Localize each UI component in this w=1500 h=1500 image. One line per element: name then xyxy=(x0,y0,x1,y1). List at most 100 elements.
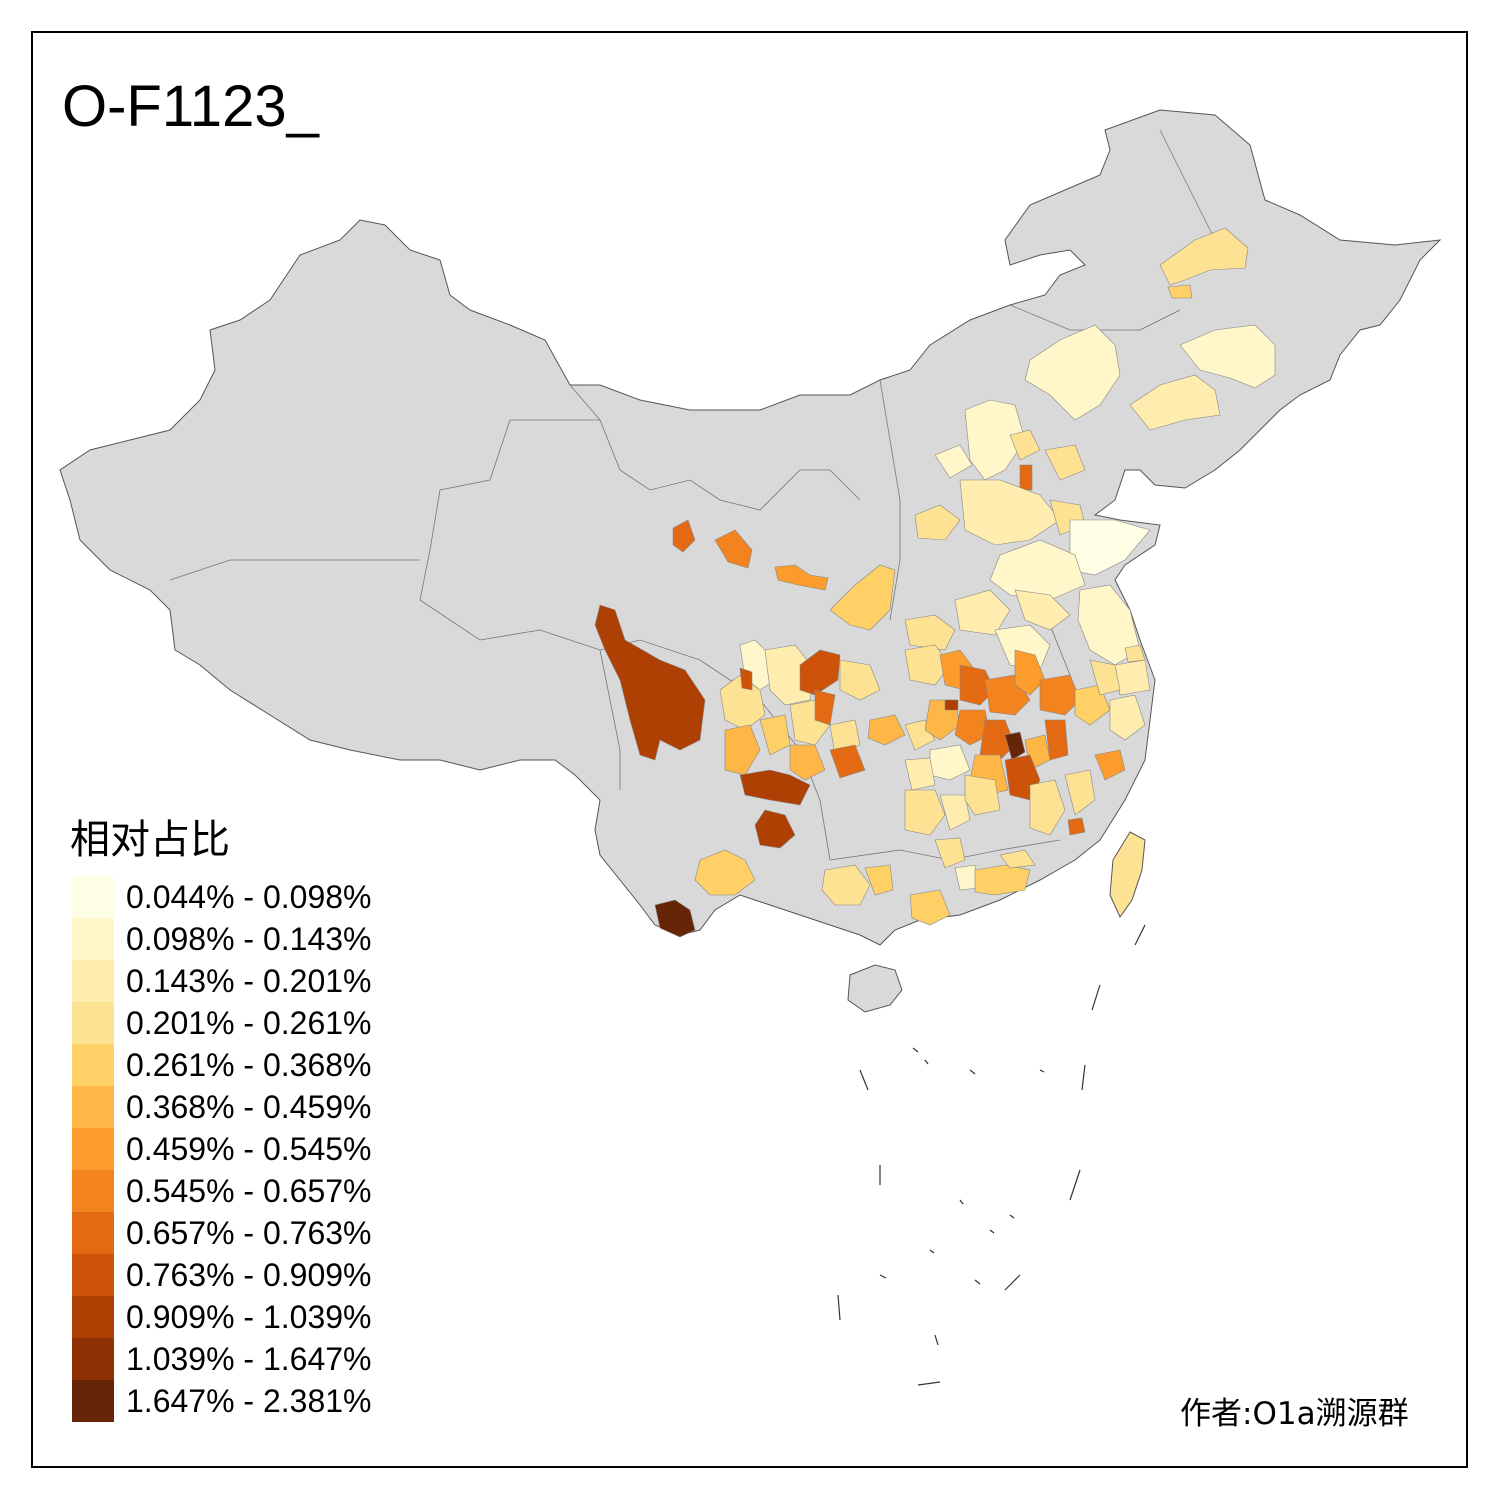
region xyxy=(909,889,951,926)
legend-label: 1.039% - 1.647% xyxy=(126,1341,372,1377)
region xyxy=(1074,684,1111,726)
region xyxy=(964,774,1001,816)
region xyxy=(672,519,696,553)
legend-swatch xyxy=(72,1380,114,1422)
legend-item: 0.044% - 0.098% xyxy=(70,876,372,918)
region xyxy=(1089,659,1121,696)
legend-swatch xyxy=(72,876,114,918)
legend-item: 0.261% - 0.368% xyxy=(70,1044,372,1086)
page-title: O-F1123_ xyxy=(62,74,319,139)
legend-swatch xyxy=(72,1170,114,1212)
legend-items: 0.044% - 0.098% 0.098% - 0.143% 0.143% -… xyxy=(70,876,372,1422)
region xyxy=(979,719,1016,761)
colored-regions xyxy=(594,227,1276,938)
legend-swatch xyxy=(72,1128,114,1170)
legend-item: 0.909% - 1.039% xyxy=(70,1296,372,1338)
legend-label: 0.459% - 0.545% xyxy=(126,1131,372,1167)
region xyxy=(1179,324,1276,389)
legend-item: 0.657% - 0.763% xyxy=(70,1212,372,1254)
region xyxy=(904,614,956,651)
legend-label: 0.044% - 0.098% xyxy=(126,879,372,915)
legend-item: 0.545% - 0.657% xyxy=(70,1170,372,1212)
region xyxy=(1014,589,1071,631)
legend-item: 1.039% - 1.647% xyxy=(70,1338,372,1380)
region xyxy=(999,849,1036,869)
legend-swatch xyxy=(72,1044,114,1086)
legend-label: 0.098% - 0.143% xyxy=(126,921,372,957)
legend-swatch xyxy=(72,1002,114,1044)
region xyxy=(1129,374,1221,431)
region xyxy=(934,444,973,479)
legend-item: 0.098% - 0.143% xyxy=(70,918,372,960)
author-credit: 作者:O1a溯源群 xyxy=(1180,1396,1409,1432)
region xyxy=(654,899,696,938)
legend-item: 0.459% - 0.545% xyxy=(70,1128,372,1170)
region xyxy=(1044,719,1069,761)
region xyxy=(739,769,811,806)
region xyxy=(774,564,829,591)
legend-label: 0.909% - 1.039% xyxy=(126,1299,372,1335)
legend-swatch xyxy=(72,960,114,1002)
legend-label: 0.201% - 0.261% xyxy=(126,1005,372,1041)
region xyxy=(904,757,936,791)
region xyxy=(939,794,971,831)
region xyxy=(1044,444,1086,481)
region xyxy=(739,667,753,691)
region xyxy=(724,724,761,776)
legend: 相对占比 0.044% - 0.098% 0.098% - 0.143% 0.1… xyxy=(70,817,372,1422)
legend-item: 0.143% - 0.201% xyxy=(70,960,372,1002)
region xyxy=(914,504,961,541)
region xyxy=(954,709,991,746)
region xyxy=(799,649,841,696)
region xyxy=(829,744,866,779)
region xyxy=(944,699,959,711)
legend-item: 1.647% - 2.381% xyxy=(70,1380,372,1422)
legend-swatch xyxy=(72,1254,114,1296)
region xyxy=(694,849,756,896)
region xyxy=(714,529,753,569)
region xyxy=(1009,429,1041,461)
legend-swatch xyxy=(72,1212,114,1254)
region xyxy=(1004,731,1026,761)
region xyxy=(904,789,946,836)
legend-item: 0.763% - 0.909% xyxy=(70,1254,372,1296)
legend-label: 0.143% - 0.201% xyxy=(126,963,372,999)
region xyxy=(1109,694,1146,741)
legend-label: 0.368% - 0.459% xyxy=(126,1089,372,1125)
region xyxy=(1029,779,1066,836)
region xyxy=(1019,464,1033,491)
region xyxy=(1167,284,1193,299)
legend-swatch xyxy=(72,1086,114,1128)
region xyxy=(1039,674,1081,716)
region xyxy=(1124,644,1146,663)
region xyxy=(789,744,826,781)
south-sea-islands xyxy=(837,924,1146,1386)
legend-title: 相对占比 xyxy=(70,817,230,863)
region xyxy=(1014,649,1046,696)
region xyxy=(1024,324,1121,421)
legend-item: 0.368% - 0.459% xyxy=(70,1086,372,1128)
region xyxy=(1064,769,1096,816)
legend-label: 1.647% - 2.381% xyxy=(126,1383,372,1419)
taiwan-island xyxy=(1109,831,1146,919)
region xyxy=(829,564,896,631)
map-frame xyxy=(31,31,1468,1468)
region xyxy=(959,479,1061,546)
legend-label: 0.763% - 0.909% xyxy=(126,1257,372,1293)
region xyxy=(754,809,796,849)
region xyxy=(867,714,906,746)
legend-swatch xyxy=(72,1296,114,1338)
legend-swatch xyxy=(72,918,114,960)
region xyxy=(964,399,1026,481)
region xyxy=(974,864,1031,896)
region xyxy=(839,659,881,701)
legend-label: 0.545% - 0.657% xyxy=(126,1173,372,1209)
region xyxy=(864,864,894,896)
legend-label: 0.657% - 0.763% xyxy=(126,1215,372,1251)
region xyxy=(904,644,951,686)
region xyxy=(821,864,871,906)
region xyxy=(954,589,1011,636)
region xyxy=(934,837,966,869)
legend-label: 0.261% - 0.368% xyxy=(126,1047,372,1083)
